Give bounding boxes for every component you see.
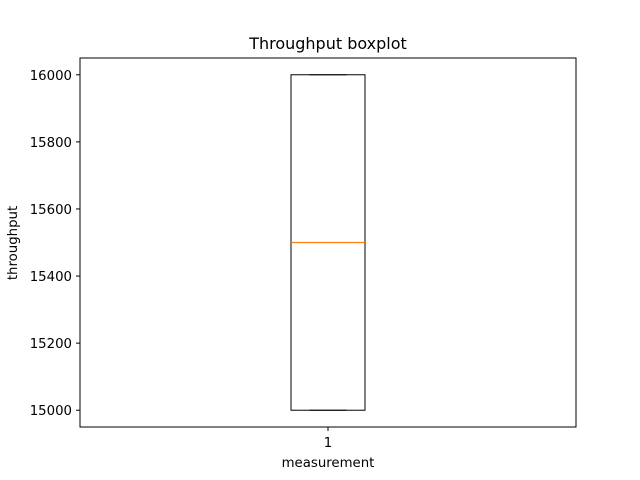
y-tick-label: 15600 bbox=[30, 203, 72, 218]
y-axis: 15000 15200 15400 15600 15800 16000 bbox=[30, 69, 80, 419]
x-axis: 1 bbox=[324, 427, 332, 451]
x-tick-label: 1 bbox=[324, 436, 332, 451]
box-1 bbox=[290, 74, 366, 411]
y-tick-label: 15200 bbox=[30, 337, 72, 352]
chart-title: Throughput boxplot bbox=[248, 34, 407, 53]
x-axis-label: measurement bbox=[282, 456, 375, 471]
y-tick-label: 16000 bbox=[30, 69, 72, 84]
y-axis-label: throughput bbox=[6, 206, 21, 280]
y-tick-label: 15800 bbox=[30, 136, 72, 151]
y-tick-label: 15000 bbox=[30, 404, 72, 419]
y-tick-label: 15400 bbox=[30, 270, 72, 285]
boxes bbox=[290, 74, 366, 411]
